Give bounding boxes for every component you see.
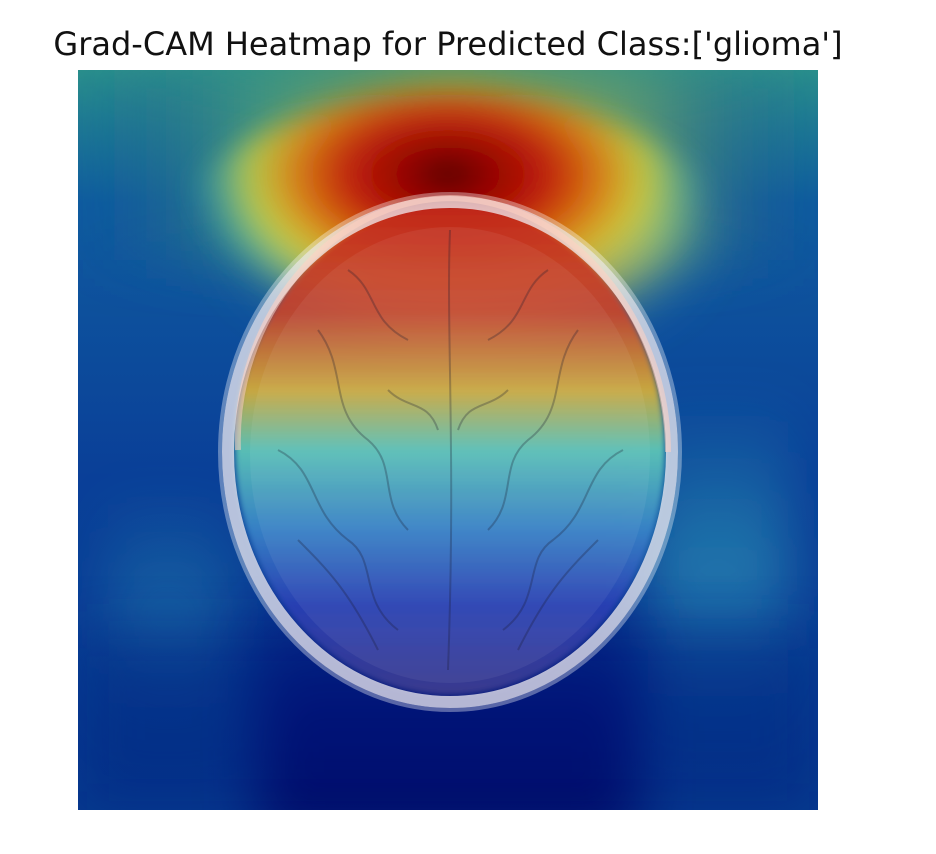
gradcam-heatmap-image [78, 70, 818, 810]
brain-mri-icon [218, 192, 682, 712]
figure-title: Grad-CAM Heatmap for Predicted Class:['g… [53, 25, 843, 63]
